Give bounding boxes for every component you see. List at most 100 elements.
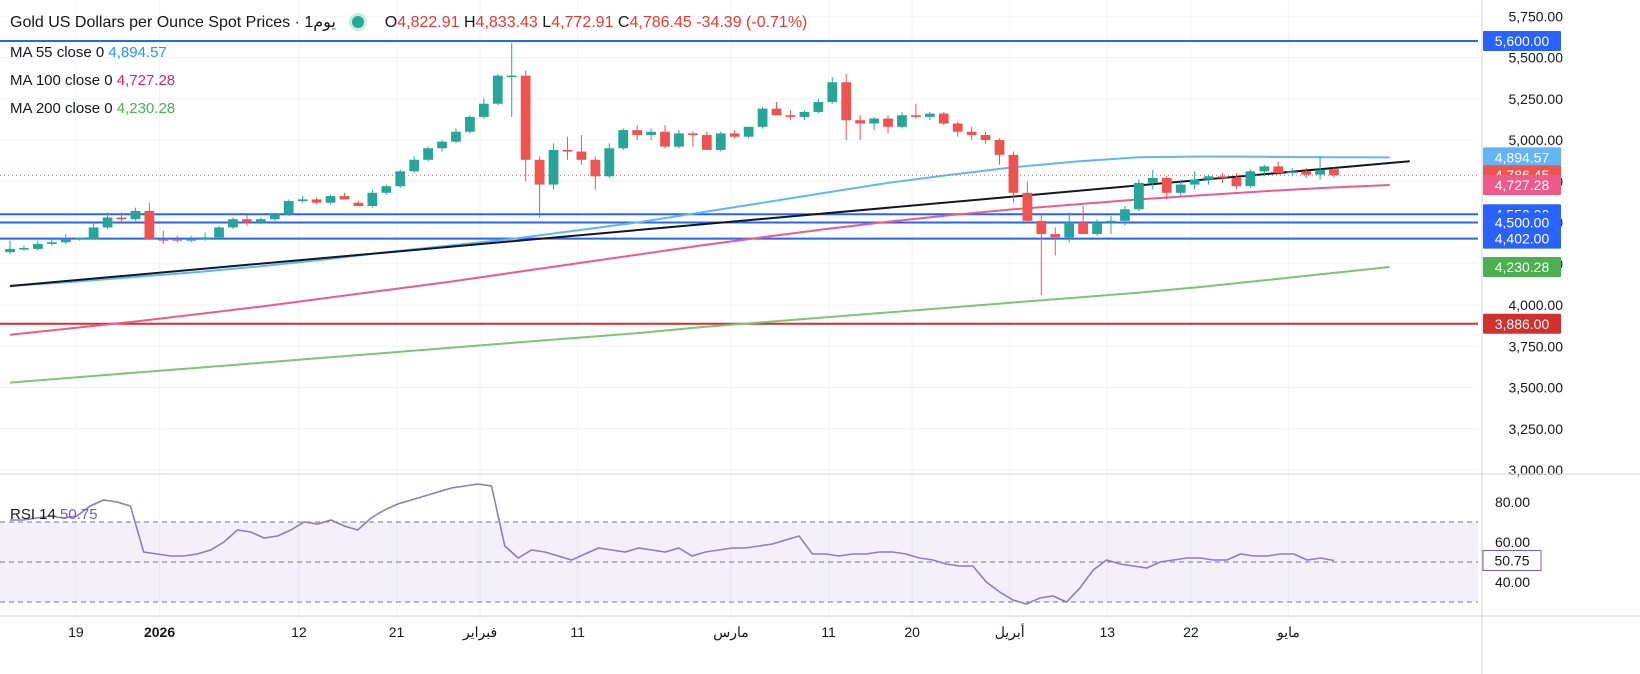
- price-axis-tick: 3,000.00: [1509, 462, 1564, 478]
- candle-body: [186, 239, 197, 241]
- candle: [451, 128, 461, 144]
- candle-body: [604, 148, 615, 177]
- candle: [1287, 168, 1298, 177]
- price-axis-tick: 5,500.00: [1509, 50, 1564, 66]
- candle: [283, 199, 294, 216]
- candle-body: [1064, 222, 1075, 238]
- candle: [688, 131, 698, 147]
- candle-body: [897, 115, 907, 127]
- price-label: 4,727.28: [1483, 174, 1561, 195]
- candle-body: [269, 214, 280, 220]
- time-axis-tick: أبريل: [995, 622, 1025, 641]
- candle-body: [1036, 220, 1047, 235]
- candle: [1161, 176, 1172, 200]
- candle-body: [827, 82, 838, 103]
- candle-body: [715, 133, 726, 150]
- candle: [938, 111, 949, 126]
- candle-body: [437, 141, 447, 149]
- candle: [144, 202, 155, 239]
- candle: [548, 143, 559, 190]
- candle: [994, 138, 1005, 165]
- candle-body: [952, 123, 963, 132]
- time-axis-tick: 22: [1183, 624, 1199, 640]
- candle-body: [1329, 169, 1339, 176]
- candle-body: [200, 237, 210, 239]
- candle: [813, 98, 824, 114]
- candle: [1064, 212, 1075, 243]
- candle: [19, 245, 29, 251]
- time-axis-tick: 2026: [144, 624, 175, 640]
- price-label-text: 4,500.00: [1495, 215, 1550, 231]
- candle-body: [799, 111, 810, 117]
- rsi-line: [10, 483, 1335, 605]
- candle: [200, 232, 210, 241]
- candle-body: [506, 75, 517, 78]
- candle-body: [381, 186, 392, 193]
- time-axis-tick: 12: [291, 624, 307, 640]
- candle-body: [172, 239, 183, 241]
- price-axis-tick: 5,250.00: [1509, 91, 1564, 107]
- candle: [130, 207, 141, 221]
- candle: [242, 214, 252, 226]
- ma55-legend[interactable]: MA 55 close 0 4,894.57: [10, 44, 167, 61]
- candle: [827, 77, 838, 104]
- candle-body: [297, 199, 308, 202]
- price-axis-tick: 5,000.00: [1509, 132, 1564, 148]
- candle: [1092, 219, 1102, 236]
- rsi-value-text: 50.75: [1494, 553, 1529, 569]
- candle-body: [74, 238, 85, 240]
- candle-body: [1259, 166, 1270, 172]
- candle: [465, 115, 475, 134]
- candle: [701, 131, 712, 150]
- price-axis-tick: 4,000.00: [1509, 297, 1564, 313]
- candle-body: [130, 210, 141, 220]
- candle-body: [242, 219, 252, 223]
- candle-body: [534, 159, 545, 185]
- candle: [478, 98, 489, 119]
- price-label-text: 4,402.00: [1495, 231, 1550, 247]
- candle: [158, 230, 169, 244]
- rsi-legend[interactable]: RSI 14 50.75: [10, 506, 98, 523]
- candle: [1106, 215, 1116, 235]
- rsi-axis-tick: 40.00: [1495, 574, 1530, 590]
- candle-body: [701, 135, 712, 150]
- candle-body: [924, 113, 935, 117]
- candle: [506, 42, 517, 117]
- candle-body: [1273, 166, 1284, 173]
- time-axis-tick: فبراير: [462, 624, 497, 641]
- symbol-title[interactable]: Gold US Dollars per Ounce Spot Prices: [10, 14, 291, 31]
- ma200-legend[interactable]: MA 200 close 0 4,230.28: [10, 100, 176, 117]
- candle: [799, 110, 810, 121]
- price-label-box: [1483, 174, 1561, 195]
- candle-body: [1245, 171, 1256, 187]
- candle-body: [451, 131, 461, 142]
- candle-body: [576, 151, 587, 160]
- candle-body: [1203, 176, 1214, 180]
- candle: [715, 131, 726, 152]
- ma100-legend[interactable]: MA 100 close 0 4,727.28: [10, 72, 176, 89]
- ma200-value: 4,230.28: [116, 100, 176, 117]
- candle-body: [423, 148, 433, 160]
- time-axis-tick: 19: [68, 624, 84, 640]
- candle: [1231, 173, 1242, 190]
- candle: [297, 196, 308, 203]
- candle-body: [674, 133, 684, 147]
- market-status-icon: [352, 16, 365, 28]
- timeframe-label[interactable]: يوم1: [304, 14, 336, 31]
- candle-body: [1092, 222, 1102, 235]
- price-axis-tick: 3,500.00: [1509, 380, 1564, 396]
- candle: [395, 169, 406, 188]
- chart-header: Gold US Dollars per Ounce Spot Prices · …: [10, 14, 808, 31]
- candle-body: [548, 149, 559, 185]
- candle: [172, 235, 183, 243]
- candle-body: [311, 199, 322, 203]
- candle: [1147, 169, 1158, 190]
- candle-body: [116, 217, 127, 220]
- candle: [1175, 179, 1186, 197]
- candle: [5, 240, 15, 254]
- price-label-box: [1483, 212, 1561, 233]
- candle: [255, 217, 266, 225]
- candle-body: [1301, 171, 1312, 175]
- candle-body: [367, 192, 378, 206]
